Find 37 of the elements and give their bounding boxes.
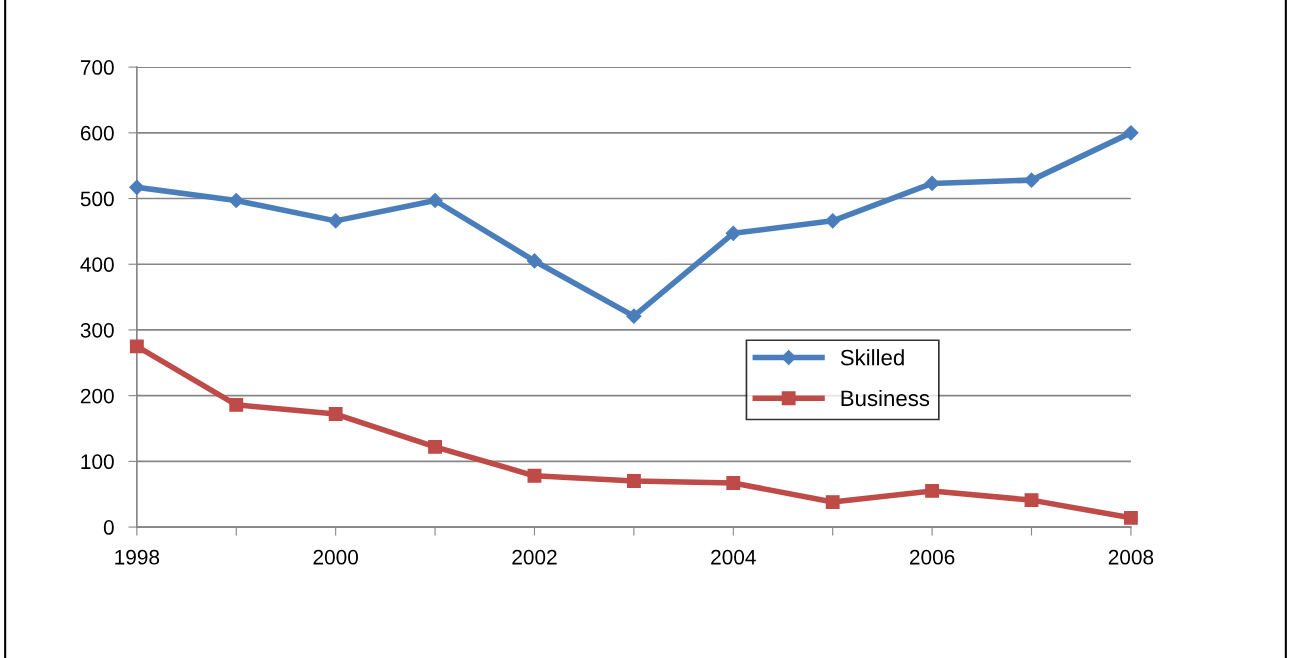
point bbox=[328, 213, 344, 229]
x-tick-label: 2004 bbox=[711, 549, 756, 565]
x-tick-label: 2000 bbox=[313, 549, 359, 565]
y-tick-label: 300 bbox=[80, 322, 114, 338]
point bbox=[1123, 125, 1139, 141]
point bbox=[1024, 493, 1039, 508]
point bbox=[427, 192, 443, 209]
point bbox=[626, 308, 642, 324]
x-tick-label: 2008 bbox=[1108, 549, 1154, 565]
point bbox=[726, 476, 741, 490]
legend-label: Business bbox=[841, 389, 930, 407]
point bbox=[925, 483, 940, 498]
point bbox=[229, 397, 244, 412]
y-tick-label: 700 bbox=[80, 60, 114, 75]
point bbox=[626, 474, 641, 489]
y-tick-label: 400 bbox=[80, 257, 114, 272]
x-tick-label: 2002 bbox=[512, 549, 557, 565]
y-tick-label: 200 bbox=[80, 388, 114, 404]
point bbox=[825, 495, 840, 510]
point bbox=[428, 439, 443, 454]
y-tick-label: 0 bbox=[103, 520, 114, 535]
x-tick-label: 1998 bbox=[115, 549, 160, 565]
legend-label: Skilled bbox=[840, 349, 904, 366]
point bbox=[129, 339, 144, 354]
x-tick-label: 2006 bbox=[909, 549, 955, 565]
point bbox=[1123, 510, 1138, 525]
point bbox=[228, 192, 244, 209]
point bbox=[924, 175, 940, 191]
point bbox=[725, 225, 741, 241]
point bbox=[328, 407, 343, 421]
point bbox=[527, 468, 542, 483]
y-tick-label: 100 bbox=[81, 454, 114, 470]
point bbox=[129, 179, 145, 195]
point bbox=[526, 253, 543, 269]
y-tick-label: 500 bbox=[80, 191, 114, 207]
y-tick-label: 600 bbox=[80, 125, 114, 141]
point bbox=[825, 213, 841, 229]
